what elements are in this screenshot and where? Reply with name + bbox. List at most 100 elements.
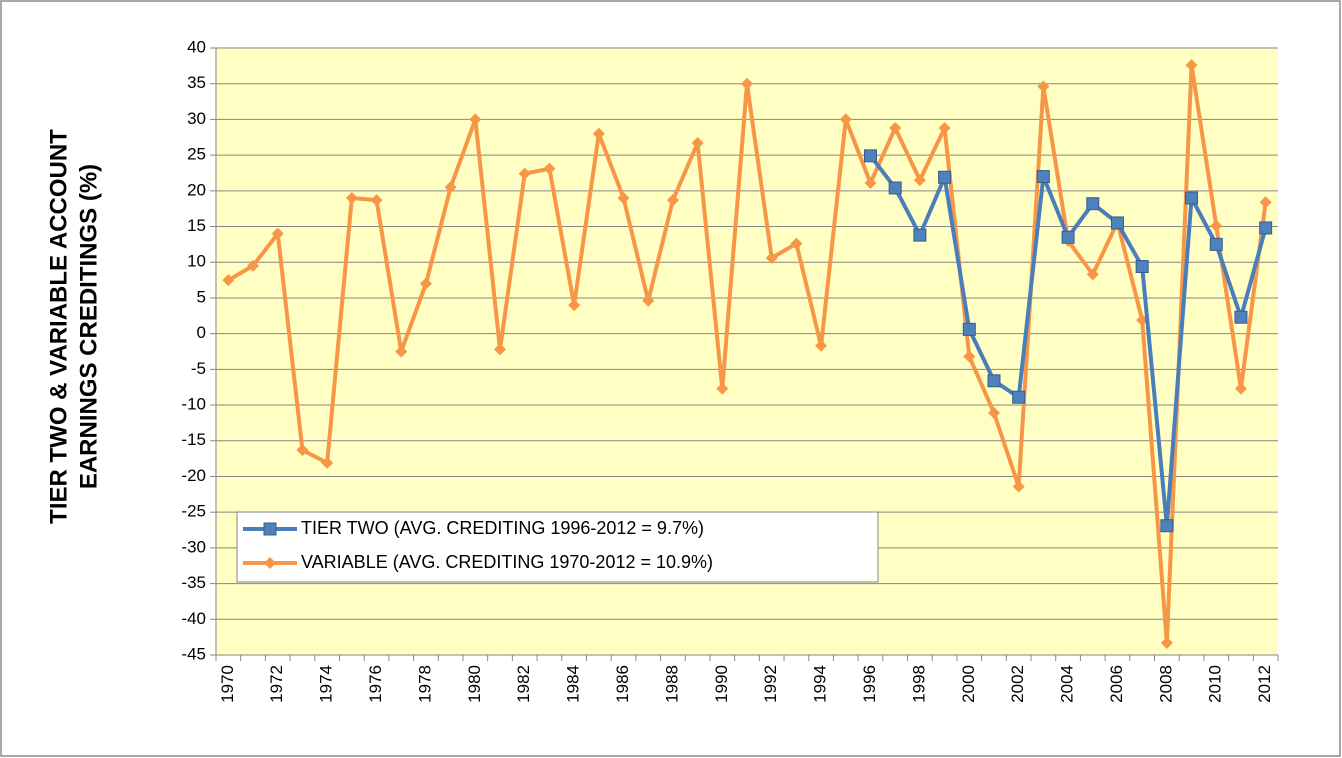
x-tick-label: 2006 (1107, 665, 1126, 703)
y-tick-label: 25 (187, 145, 206, 164)
x-tick-label: 1988 (662, 665, 681, 703)
x-tick-label: 1982 (514, 665, 533, 703)
data-point (271, 227, 284, 240)
data-point (913, 174, 926, 187)
x-tick-label: 1972 (267, 665, 286, 703)
data-point (543, 162, 556, 175)
data-point (839, 113, 852, 126)
x-tick-label: 1978 (415, 665, 434, 703)
y-tick-label: -35 (181, 573, 206, 592)
data-point (494, 343, 507, 356)
y-tick-label: -15 (181, 430, 206, 449)
x-tick-label: 1970 (218, 665, 237, 703)
data-point (1185, 59, 1198, 72)
data-point (321, 456, 334, 469)
data-point (716, 382, 729, 395)
data-point (469, 113, 482, 126)
data-point (962, 322, 976, 336)
data-point (963, 350, 976, 363)
data-point (568, 299, 581, 312)
data-point (765, 251, 778, 264)
data-point (1160, 519, 1174, 533)
data-point (444, 181, 457, 194)
x-tick-label: 2000 (959, 665, 978, 703)
data-point (296, 444, 309, 457)
data-point (617, 191, 630, 204)
data-point (1012, 480, 1025, 493)
data-point (1234, 310, 1248, 324)
data-point (1209, 237, 1223, 251)
y-tick-label: -20 (181, 466, 206, 485)
y-tick-label: 0 (197, 323, 206, 342)
y-tick-label: -10 (181, 395, 206, 414)
x-tick-label: 2008 (1156, 665, 1175, 703)
y-tick-label: 30 (187, 109, 206, 128)
data-point (222, 274, 235, 287)
x-tick-label: 1976 (366, 665, 385, 703)
y-tick-label: -25 (181, 502, 206, 521)
x-tick-label: 2002 (1008, 665, 1027, 703)
x-tick-label: 1974 (317, 665, 336, 703)
data-point (888, 181, 902, 195)
data-point (642, 294, 655, 307)
y-tick-label: -45 (181, 644, 206, 663)
data-point (864, 176, 877, 189)
data-point (518, 167, 531, 180)
x-tick-label: 1990 (712, 665, 731, 703)
data-point (592, 127, 605, 140)
data-point (345, 191, 358, 204)
data-point (1160, 636, 1173, 649)
x-tick-label: 1992 (761, 665, 780, 703)
x-tick-label: 2010 (1206, 665, 1225, 703)
y-axis-title: TIER TWO & VARIABLE ACCOUNT (45, 129, 72, 524)
legend (236, 511, 879, 583)
data-point (247, 259, 260, 272)
data-point (1086, 268, 1099, 281)
data-point (1110, 216, 1124, 230)
y-tick-label: 20 (187, 180, 206, 199)
x-tick-label: 1980 (465, 665, 484, 703)
data-point (1185, 191, 1199, 205)
data-point (1061, 230, 1075, 244)
data-point (1086, 197, 1100, 211)
data-point (1234, 382, 1247, 395)
legend-marker (264, 557, 276, 569)
data-point (395, 345, 408, 358)
y-tick-label: 10 (187, 252, 206, 271)
data-point (938, 170, 952, 184)
legend-label: TIER TWO (AVG. CREDITING 1996-2012 = 9.7… (301, 518, 704, 538)
y-tick-label: 15 (187, 216, 206, 235)
data-point (691, 136, 704, 149)
data-point (913, 228, 927, 242)
data-point (889, 121, 902, 134)
data-point (1259, 221, 1273, 235)
data-point (987, 406, 1000, 419)
x-tick-label: 2012 (1255, 665, 1274, 703)
data-point (1210, 219, 1223, 232)
data-point (987, 374, 1001, 388)
x-tick-label: 1986 (613, 665, 632, 703)
data-point (419, 277, 432, 290)
data-point (1012, 390, 1026, 404)
y-axis-title: EARNINGS CREDITINGS (%) (75, 164, 102, 489)
data-point (1036, 170, 1050, 184)
data-point (1037, 80, 1050, 93)
y-tick-label: -40 (181, 609, 206, 628)
legend-label: VARIABLE (AVG. CREDITING 1970-2012 = 10.… (301, 552, 713, 572)
x-tick-label: 1996 (860, 665, 879, 703)
data-point (1135, 260, 1149, 274)
data-point (1259, 196, 1272, 209)
x-tick-label: 1994 (811, 665, 830, 703)
legend-marker (263, 522, 277, 536)
data-point (666, 194, 679, 207)
x-tick-label: 2004 (1058, 665, 1077, 703)
x-tick-label: 1984 (564, 665, 583, 703)
data-point (863, 149, 877, 163)
y-tick-label: 5 (197, 287, 206, 306)
y-tick-label: 40 (187, 37, 206, 56)
y-tick-label: -30 (181, 537, 206, 556)
data-point (815, 339, 828, 352)
y-tick-label: 35 (187, 73, 206, 92)
data-point (370, 194, 383, 207)
